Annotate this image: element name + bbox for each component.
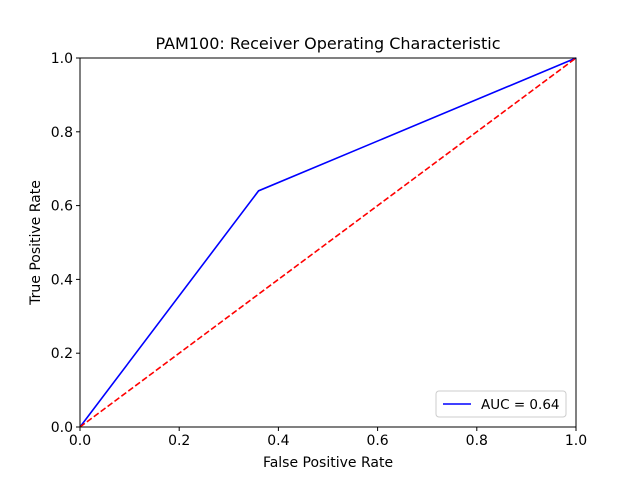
y-axis: 0.0 0.2 0.4 0.6 0.8 1.0 bbox=[51, 51, 80, 436]
x-tick-label: 0.8 bbox=[466, 433, 488, 449]
y-tick-label: 0.2 bbox=[51, 346, 73, 362]
x-tick-label: 0.0 bbox=[69, 433, 91, 449]
y-tick-label: 0.8 bbox=[51, 125, 73, 141]
x-axis: 0.0 0.2 0.4 0.6 0.8 1.0 bbox=[69, 427, 587, 449]
y-tick-label: 1.0 bbox=[51, 51, 73, 67]
x-tick-label: 0.6 bbox=[366, 433, 388, 449]
x-tick-label: 0.2 bbox=[168, 433, 190, 449]
x-tick-label: 1.0 bbox=[565, 433, 587, 449]
roc-curve-line bbox=[79, 57, 577, 428]
y-axis-label: True Positive Rate bbox=[28, 180, 44, 306]
legend: AUC = 0.64 bbox=[435, 390, 567, 418]
y-tick-label: 0.0 bbox=[51, 420, 73, 436]
chart-title: PAM100: Receiver Operating Characteristi… bbox=[155, 34, 500, 53]
series-layer bbox=[79, 57, 577, 428]
y-tick-label: 0.4 bbox=[51, 272, 73, 288]
x-tick-label: 0.4 bbox=[267, 433, 289, 449]
chance-line bbox=[79, 57, 577, 428]
legend-box bbox=[435, 390, 567, 418]
legend-label: AUC = 0.64 bbox=[481, 397, 560, 413]
plot-frame bbox=[79, 57, 577, 428]
x-axis-label: False Positive Rate bbox=[263, 455, 393, 471]
y-tick-label: 0.6 bbox=[51, 199, 73, 215]
